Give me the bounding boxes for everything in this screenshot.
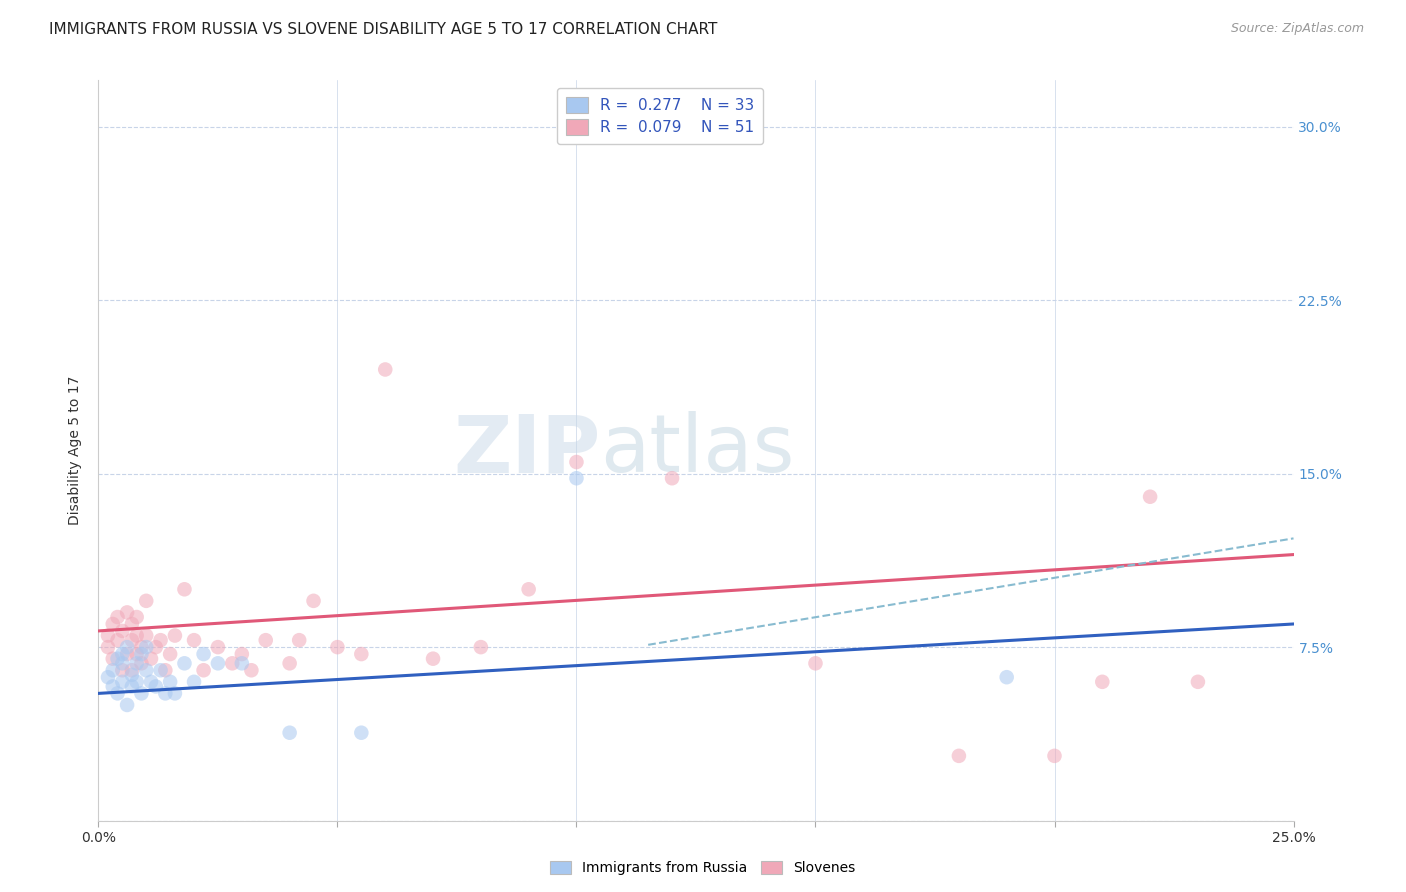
Point <box>131 686 153 700</box>
Point <box>135 640 157 654</box>
Point <box>183 633 205 648</box>
Point <box>231 657 253 671</box>
Point <box>111 647 134 661</box>
Point <box>1187 674 1209 689</box>
Point <box>107 651 129 665</box>
Point <box>135 628 157 642</box>
Point <box>121 668 143 682</box>
Point <box>135 663 157 677</box>
Point <box>149 663 172 677</box>
Point <box>661 471 683 485</box>
Text: ZIP: ZIP <box>453 411 600 490</box>
Point <box>125 628 148 642</box>
Point <box>804 657 827 671</box>
Point <box>115 640 138 654</box>
Point <box>125 647 148 661</box>
Point <box>278 725 301 739</box>
Point <box>111 624 134 638</box>
Point <box>155 686 177 700</box>
Point <box>163 686 186 700</box>
Point <box>145 680 167 694</box>
Point <box>183 674 205 689</box>
Point <box>173 582 195 597</box>
Point <box>145 640 167 654</box>
Point <box>139 674 162 689</box>
Point <box>101 663 124 677</box>
Point <box>115 698 138 712</box>
Point <box>278 657 301 671</box>
Point <box>302 594 325 608</box>
Point <box>207 640 229 654</box>
Point <box>288 633 311 648</box>
Point <box>470 640 492 654</box>
Point <box>97 670 120 684</box>
Point <box>326 640 349 654</box>
Legend: Immigrants from Russia, Slovenes: Immigrants from Russia, Slovenes <box>544 855 862 880</box>
Point <box>101 680 124 694</box>
Point <box>193 647 215 661</box>
Point <box>111 663 134 677</box>
Point <box>107 633 129 648</box>
Point <box>121 617 143 632</box>
Text: atlas: atlas <box>600 411 794 490</box>
Point <box>97 640 120 654</box>
Point <box>350 725 373 739</box>
Point <box>948 748 970 763</box>
Point <box>221 657 243 671</box>
Point <box>125 674 148 689</box>
Point <box>995 670 1018 684</box>
Point <box>155 663 177 677</box>
Point <box>1043 748 1066 763</box>
Point <box>163 628 186 642</box>
Point <box>115 606 138 620</box>
Point <box>125 610 148 624</box>
Point <box>135 594 157 608</box>
Point <box>121 663 143 677</box>
Text: Source: ZipAtlas.com: Source: ZipAtlas.com <box>1230 22 1364 36</box>
Point <box>517 582 540 597</box>
Point <box>115 647 138 661</box>
Point <box>111 657 134 671</box>
Point <box>159 647 181 661</box>
Point <box>374 362 396 376</box>
Point <box>565 471 588 485</box>
Point <box>565 455 588 469</box>
Text: IMMIGRANTS FROM RUSSIA VS SLOVENE DISABILITY AGE 5 TO 17 CORRELATION CHART: IMMIGRANTS FROM RUSSIA VS SLOVENE DISABI… <box>49 22 717 37</box>
Y-axis label: Disability Age 5 to 17: Disability Age 5 to 17 <box>69 376 83 525</box>
Point <box>193 663 215 677</box>
Point <box>125 657 148 671</box>
Point <box>1139 490 1161 504</box>
Point <box>121 633 143 648</box>
Point <box>240 663 263 677</box>
Point <box>131 640 153 654</box>
Point <box>173 657 195 671</box>
Point <box>149 633 172 648</box>
Point <box>422 651 444 665</box>
Point <box>350 647 373 661</box>
Point <box>111 674 134 689</box>
Point <box>101 651 124 665</box>
Point <box>107 686 129 700</box>
Point <box>121 680 143 694</box>
Point <box>131 647 153 661</box>
Point <box>231 647 253 661</box>
Point <box>107 610 129 624</box>
Point <box>101 617 124 632</box>
Point <box>139 651 162 665</box>
Point <box>254 633 277 648</box>
Point <box>1091 674 1114 689</box>
Point <box>159 674 181 689</box>
Point <box>97 628 120 642</box>
Point <box>207 657 229 671</box>
Legend: R =  0.277    N = 33, R =  0.079    N = 51: R = 0.277 N = 33, R = 0.079 N = 51 <box>557 88 763 145</box>
Point <box>131 657 153 671</box>
